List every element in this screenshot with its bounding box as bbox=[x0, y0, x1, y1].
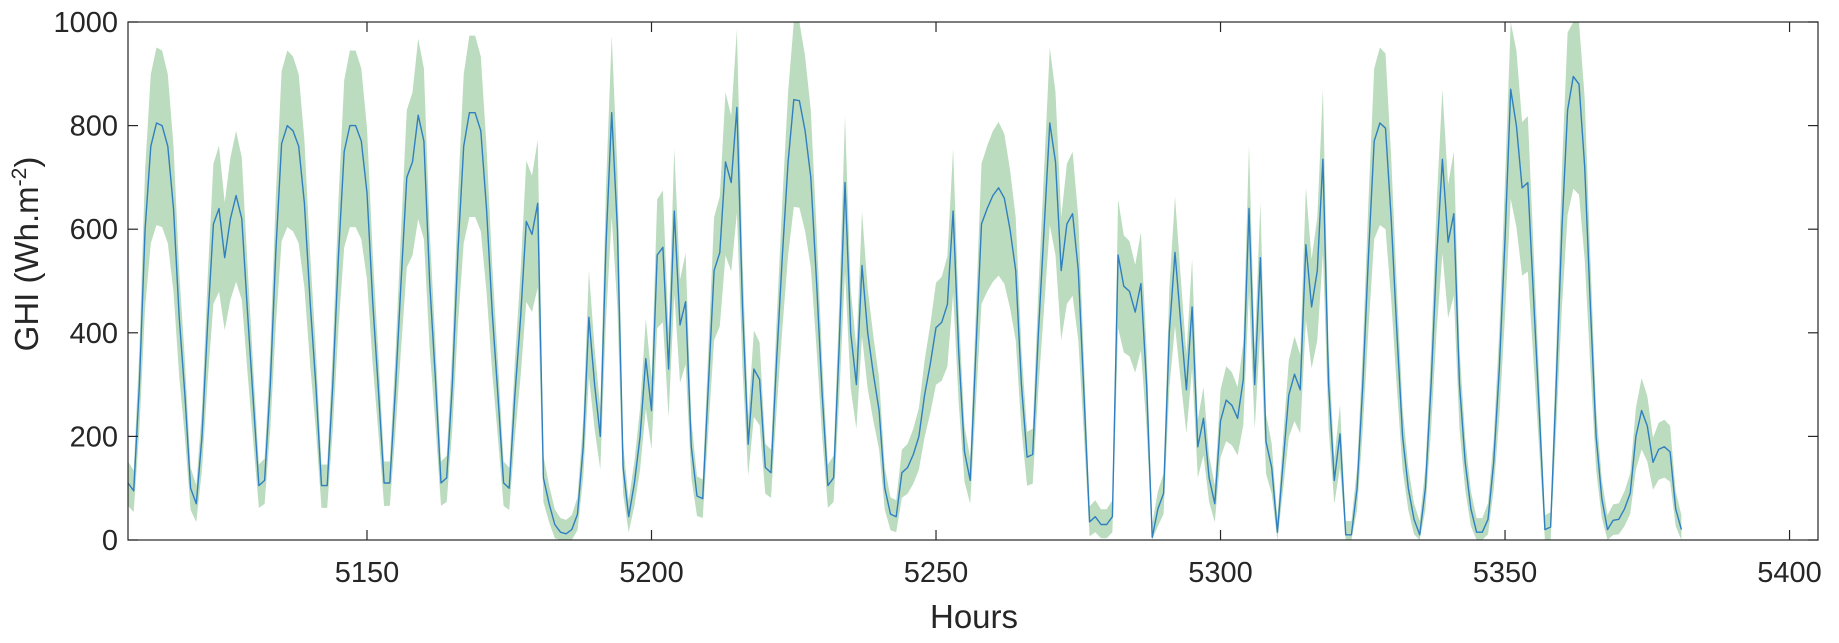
plot-area-frame bbox=[127, 21, 1819, 541]
ghi-line-layer bbox=[127, 75, 1683, 539]
y-tick-label: 600 bbox=[70, 214, 118, 246]
x-tick-label: 5200 bbox=[619, 557, 684, 589]
y-tick-label: 0 bbox=[102, 525, 118, 557]
x-tick-label: 5300 bbox=[1188, 557, 1253, 589]
x-tick-label: 5150 bbox=[335, 557, 400, 589]
uncertainty-band bbox=[128, 22, 1682, 540]
uncertainty-band-layer bbox=[128, 22, 1682, 540]
y-axis-title-end: ) bbox=[8, 157, 45, 168]
x-tick-label: 5350 bbox=[1473, 557, 1538, 589]
x-axis-title: Hours bbox=[930, 598, 1018, 635]
y-axis-title: GHI (Wh.m-2) bbox=[8, 157, 45, 352]
y-axis-title-main: GHI (Wh.m bbox=[8, 186, 45, 351]
ghi-series-line bbox=[127, 75, 1683, 539]
y-axis-title-superscript: -2 bbox=[8, 168, 31, 187]
y-tick-label: 200 bbox=[70, 421, 118, 453]
axes-layer: 5150 5200 5250 5300 5350 5400 0 200 400 600 800 100… bbox=[53, 7, 1821, 589]
y-tick-label: 400 bbox=[70, 318, 118, 350]
y-tick-label: 1000 bbox=[53, 7, 118, 39]
x-tick-label: 5400 bbox=[1757, 557, 1822, 589]
y-tick-label: 800 bbox=[70, 111, 118, 143]
x-tick-label: 5250 bbox=[904, 557, 969, 589]
